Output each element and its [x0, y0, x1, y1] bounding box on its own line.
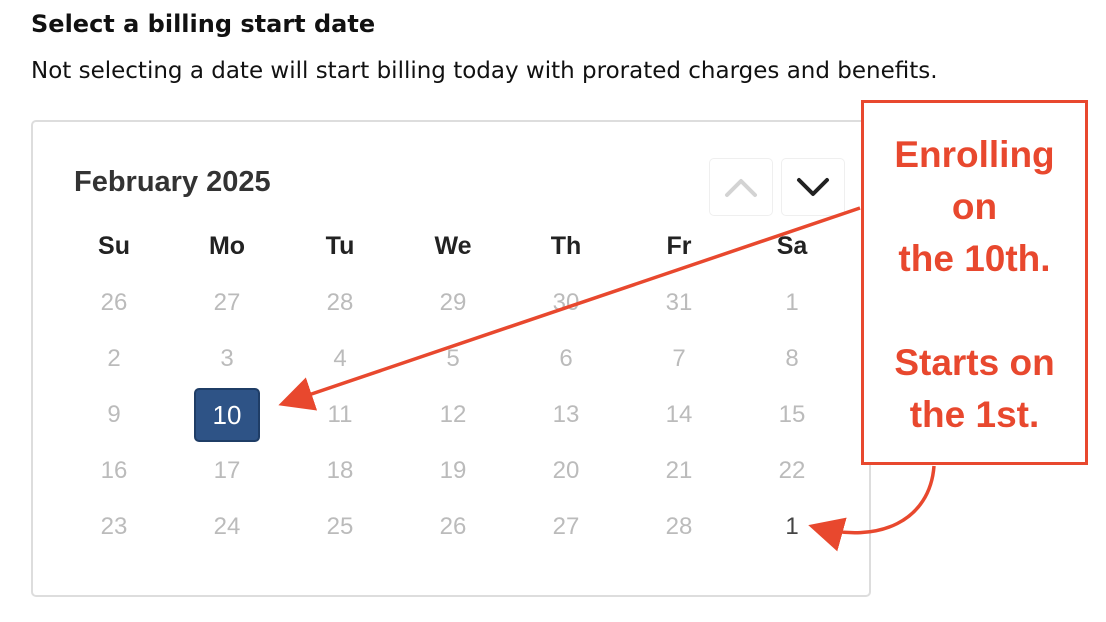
calendar-day[interactable]: 29	[439, 289, 467, 316]
calendar-day[interactable]: 27	[552, 513, 580, 540]
annotation-line: the 1st.	[909, 394, 1040, 435]
calendar-day[interactable]: 5	[446, 345, 460, 372]
calendar-day[interactable]: 12	[439, 401, 467, 428]
calendar-day[interactable]: 1	[785, 289, 799, 316]
weekday-label: Sa	[776, 232, 808, 260]
calendar-day[interactable]: 9	[107, 401, 121, 428]
calendar-day[interactable]: 21	[665, 457, 693, 484]
calendar-day[interactable]: 14	[665, 401, 693, 428]
weekday-label: We	[434, 232, 472, 260]
calendar-day[interactable]: 19	[439, 457, 467, 484]
calendar-day[interactable]: 22	[778, 457, 806, 484]
calendar-day[interactable]: 7	[672, 345, 686, 372]
calendar-day[interactable]: 23	[100, 513, 128, 540]
calendar-day[interactable]: 27	[213, 289, 241, 316]
page-title: Select a billing start date	[31, 10, 376, 38]
weekday-label: Su	[98, 232, 130, 260]
calendar-day[interactable]: 30	[552, 289, 580, 316]
calendar-day[interactable]: 28	[326, 289, 354, 316]
calendar-day[interactable]: 25	[326, 513, 354, 540]
calendar-day[interactable]: 24	[213, 513, 241, 540]
calendar-day[interactable]: 18	[326, 457, 354, 484]
calendar-day[interactable]: 4	[333, 345, 347, 372]
calendar-day[interactable]: 17	[213, 457, 241, 484]
calendar-day[interactable]: 3	[220, 345, 234, 372]
calendar-day[interactable]: 15	[778, 401, 806, 428]
annotation-line: on	[951, 186, 998, 227]
calendar-day-selected[interactable]: 10	[194, 388, 260, 442]
calendar-day[interactable]: 20	[552, 457, 580, 484]
calendar-day[interactable]: 28	[665, 513, 693, 540]
weekday-label: Fr	[666, 232, 692, 260]
month-label: February 2025	[74, 166, 271, 198]
chevron-up-icon	[725, 179, 757, 197]
calendar-day[interactable]: 13	[552, 401, 580, 428]
chevron-down-icon	[797, 178, 829, 196]
weekday-label: Tu	[325, 232, 355, 260]
calendar-day[interactable]: 16	[100, 457, 128, 484]
weekday-label: Mo	[208, 232, 246, 260]
annotation-callout: Enrolling on the 10th. Starts on the 1st…	[861, 100, 1088, 465]
billing-description: Not selecting a date will start billing …	[31, 58, 938, 84]
calendar-day[interactable]: 8	[785, 345, 799, 372]
calendar-day[interactable]: 26	[439, 513, 467, 540]
calendar-day[interactable]: 6	[559, 345, 573, 372]
annotation-line: Enrolling	[894, 134, 1055, 175]
calendar-day[interactable]: 26	[100, 289, 128, 316]
annotation-line: the 10th.	[898, 238, 1051, 279]
previous-month-button[interactable]	[709, 158, 773, 216]
date-picker: February 2025 Su Mo Tu We Th Fr Sa 26 27 28 29 30 3…	[31, 120, 871, 597]
calendar-day[interactable]: 31	[665, 289, 693, 316]
weekday-label: Th	[550, 232, 582, 260]
annotation-line: Starts on	[894, 342, 1055, 383]
calendar-day[interactable]: 11	[327, 401, 353, 428]
next-month-button[interactable]	[781, 158, 845, 216]
calendar-day[interactable]: 1	[785, 513, 799, 540]
calendar-day[interactable]: 2	[107, 345, 121, 372]
